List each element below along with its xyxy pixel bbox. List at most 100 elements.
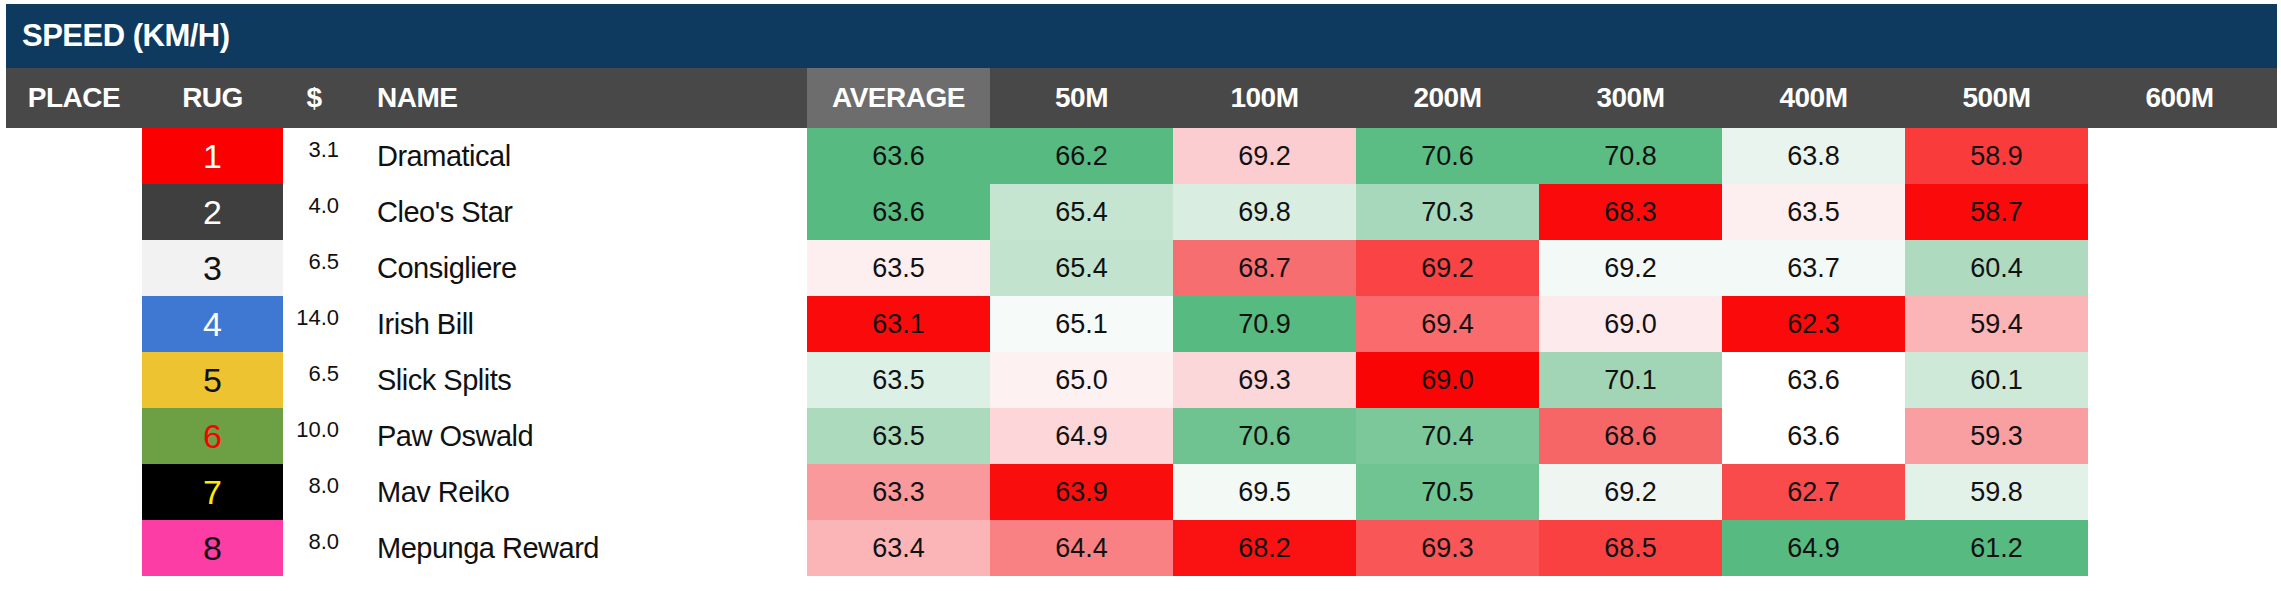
speed-cell: 68.7 — [1173, 240, 1356, 296]
speed-cell: 63.8 — [1722, 128, 1905, 184]
speed-cell: 70.1 — [1539, 352, 1722, 408]
speed-cell: 63.9 — [990, 464, 1173, 520]
speed-cell: 59.3 — [1905, 408, 2088, 464]
runner-name[interactable]: Slick Splits — [345, 352, 807, 408]
speed-cells: 63.565.468.769.269.263.760.4 — [807, 240, 2271, 296]
rug-number: 7 — [203, 473, 222, 512]
col-header-600m[interactable]: 600M — [2088, 68, 2271, 128]
col-header-average[interactable]: AVERAGE — [807, 68, 990, 128]
speed-cell: 58.7 — [1905, 184, 2088, 240]
speed-cell: 69.4 — [1356, 296, 1539, 352]
col-header-500m[interactable]: 500M — [1905, 68, 2088, 128]
speed-cell: 68.5 — [1539, 520, 1722, 576]
speed-cell — [2088, 408, 2271, 464]
speed-cell: 63.5 — [807, 240, 990, 296]
table-row: 3 6.5 Consigliere 63.565.468.769.269.263… — [6, 240, 2277, 296]
speed-cell: 65.1 — [990, 296, 1173, 352]
speed-cell: 69.3 — [1173, 352, 1356, 408]
speed-cells: 63.665.469.870.368.363.558.7 — [807, 184, 2271, 240]
speed-cell: 64.4 — [990, 520, 1173, 576]
rug-badge: 4 — [142, 296, 283, 352]
price-value: 8.0 — [308, 473, 339, 499]
rug-number: 4 — [203, 305, 222, 344]
price-cell: 10.0 — [283, 408, 345, 464]
table-row: 2 4.0 Cleo's Star 63.665.469.870.368.363… — [6, 184, 2277, 240]
speed-cell: 59.8 — [1905, 464, 2088, 520]
price-cell: 8.0 — [283, 520, 345, 576]
speed-cell: 70.9 — [1173, 296, 1356, 352]
place-cell — [6, 296, 142, 352]
speed-cell: 70.6 — [1173, 408, 1356, 464]
speed-cells: 63.666.269.270.670.863.858.9 — [807, 128, 2271, 184]
speed-cell: 68.3 — [1539, 184, 1722, 240]
speed-cells: 63.564.970.670.468.663.659.3 — [807, 408, 2271, 464]
place-cell — [6, 128, 142, 184]
price-cell: 14.0 — [283, 296, 345, 352]
col-header-name: NAME — [345, 68, 807, 128]
col-header-300m[interactable]: 300M — [1539, 68, 1722, 128]
runner-name[interactable]: Mepunga Reward — [345, 520, 807, 576]
price-value: 14.0 — [296, 305, 339, 331]
speed-cell — [2088, 352, 2271, 408]
price-cell: 3.1 — [283, 128, 345, 184]
price-value: 10.0 — [296, 417, 339, 443]
section-title-bar: SPEED (KM/H) — [6, 4, 2277, 68]
column-header-row: PLACE RUG $ NAME AVERAGE 50M 100M 200M 3… — [6, 68, 2277, 128]
speed-cell: 70.4 — [1356, 408, 1539, 464]
col-header-place: PLACE — [6, 68, 142, 128]
speed-cell: 63.5 — [1722, 184, 1905, 240]
table-row: 1 3.1 Dramatical 63.666.269.270.670.863.… — [6, 128, 2277, 184]
runner-name[interactable]: Consigliere — [345, 240, 807, 296]
speed-table: SPEED (KM/H) PLACE RUG $ NAME AVERAGE 50… — [0, 4, 2281, 591]
speed-cell: 63.3 — [807, 464, 990, 520]
speed-cell: 69.0 — [1539, 296, 1722, 352]
place-cell — [6, 464, 142, 520]
speed-cell: 61.2 — [1905, 520, 2088, 576]
rug-number: 5 — [203, 361, 222, 400]
col-header-rug: RUG — [142, 68, 283, 128]
rug-number: 3 — [203, 249, 222, 288]
place-cell — [6, 352, 142, 408]
speed-cell: 59.4 — [1905, 296, 2088, 352]
place-cell — [6, 408, 142, 464]
place-cell — [6, 240, 142, 296]
table-row: 5 6.5 Slick Splits 63.565.069.369.070.16… — [6, 352, 2277, 408]
runner-name[interactable]: Paw Oswald — [345, 408, 807, 464]
price-value: 8.0 — [308, 529, 339, 555]
speed-cell: 65.4 — [990, 184, 1173, 240]
price-cell: 6.5 — [283, 240, 345, 296]
col-header-400m[interactable]: 400M — [1722, 68, 1905, 128]
col-header-100m[interactable]: 100M — [1173, 68, 1356, 128]
table-row: 6 10.0 Paw Oswald 63.564.970.670.468.663… — [6, 408, 2277, 464]
rug-badge: 7 — [142, 464, 283, 520]
col-header-50m[interactable]: 50M — [990, 68, 1173, 128]
speed-cell: 63.7 — [1722, 240, 1905, 296]
speed-cell: 69.5 — [1173, 464, 1356, 520]
speed-cell: 63.6 — [1722, 408, 1905, 464]
speed-cell: 68.6 — [1539, 408, 1722, 464]
speed-cell: 58.9 — [1905, 128, 2088, 184]
speed-cells: 63.165.170.969.469.062.359.4 — [807, 296, 2271, 352]
speed-cell: 69.2 — [1173, 128, 1356, 184]
price-value: 3.1 — [308, 137, 339, 163]
col-header-200m[interactable]: 200M — [1356, 68, 1539, 128]
speed-cell: 63.6 — [807, 128, 990, 184]
table-row: 8 8.0 Mepunga Reward 63.464.468.269.368.… — [6, 520, 2277, 576]
price-cell: 8.0 — [283, 464, 345, 520]
speed-cell: 62.7 — [1722, 464, 1905, 520]
speed-cell: 63.6 — [1722, 352, 1905, 408]
runner-name[interactable]: Cleo's Star — [345, 184, 807, 240]
speed-cells: 63.464.468.269.368.564.961.2 — [807, 520, 2271, 576]
speed-cell: 69.2 — [1539, 240, 1722, 296]
runner-name[interactable]: Irish Bill — [345, 296, 807, 352]
col-header-price: $ — [283, 68, 345, 128]
speed-cell — [2088, 296, 2271, 352]
runner-name[interactable]: Dramatical — [345, 128, 807, 184]
price-value: 4.0 — [308, 193, 339, 219]
runner-name[interactable]: Mav Reiko — [345, 464, 807, 520]
speed-cell: 68.2 — [1173, 520, 1356, 576]
rug-badge: 3 — [142, 240, 283, 296]
speed-cell: 64.9 — [990, 408, 1173, 464]
price-cell: 4.0 — [283, 184, 345, 240]
speed-cell: 66.2 — [990, 128, 1173, 184]
